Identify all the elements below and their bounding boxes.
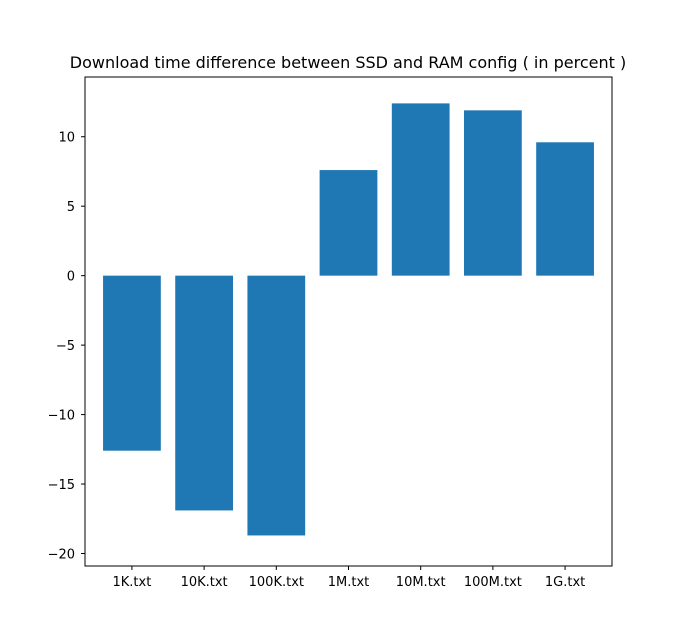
y-tick-label: 0 (67, 270, 75, 285)
bar-1k-txt (103, 275, 161, 451)
bar-1m-txt (319, 170, 378, 276)
x-tick-label: 100M.txt (464, 575, 522, 590)
y-tick-label: −5 (56, 339, 75, 354)
y-tick-label: −15 (48, 478, 75, 493)
y-tick-label: −20 (48, 547, 75, 562)
y-tick-label: −10 (48, 409, 75, 424)
bar-100k-txt (247, 275, 306, 536)
x-tick-label: 100K.txt (249, 575, 304, 590)
x-tick-label: 10K.txt (181, 575, 228, 590)
y-tick-label: 5 (67, 200, 75, 215)
plot-frame (84, 76, 613, 567)
bar-100m-txt (464, 110, 522, 276)
x-tick-label: 10M.txt (396, 575, 446, 590)
x-tick-label: 1K.txt (113, 575, 152, 590)
y-tick-label: 10 (58, 131, 75, 146)
x-tick-label: 1G.txt (545, 575, 585, 590)
bar-10m-txt (391, 103, 450, 276)
bar-10k-txt (175, 275, 233, 511)
x-tick-label: 1M.txt (328, 575, 370, 590)
bar-1g-txt (536, 142, 594, 276)
x-axis: 1K.txt 10K.txt 100K.txt 1M.txt 10M.txt 100M.t… (113, 566, 585, 590)
y-axis: −20 −15 −10 −5 0 5 10 (48, 131, 85, 562)
bars-layer (103, 103, 594, 536)
chart-title: Download time difference between SSD and… (70, 53, 626, 72)
